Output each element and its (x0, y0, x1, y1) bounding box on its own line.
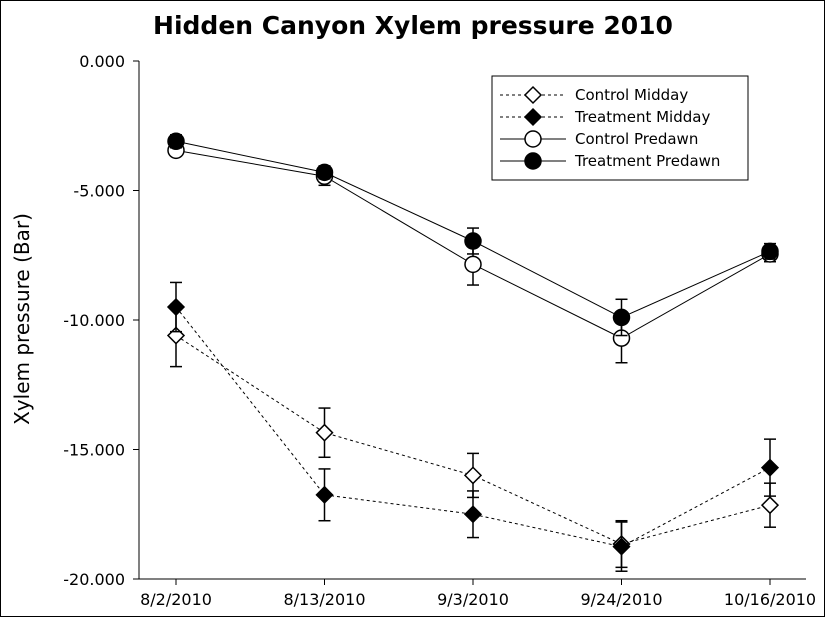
legend-marker (524, 130, 542, 148)
series-treatment-predawn (167, 132, 779, 337)
y-tick-label: -15.000 (63, 441, 125, 460)
x-tick-label: 9/24/2010 (580, 590, 662, 609)
data-point (612, 537, 631, 556)
chart-title: Hidden Canyon Xylem pressure 2010 (153, 11, 673, 40)
legend-label: Control Midday (575, 86, 688, 104)
data-point (761, 242, 779, 261)
data-point (760, 458, 780, 477)
plot-area (166, 132, 780, 572)
axes: 0.000 -5.000 -10.000 -15.000 -20.000 8/2/2010… (63, 52, 816, 609)
data-point (464, 255, 482, 274)
data-point (464, 232, 482, 250)
x-tick-label: 8/2/2010 (140, 590, 212, 609)
y-axis-label: Xylem pressure (Bar) (10, 213, 34, 425)
legend-marker (523, 107, 543, 127)
legend-marker (523, 85, 543, 105)
data-point (166, 297, 186, 317)
data-point (760, 496, 780, 515)
x-tick-label: 8/13/2010 (283, 590, 365, 609)
legend-label: Treatment Predawn (574, 152, 720, 170)
data-point (463, 466, 483, 485)
legend: Control Midday Treatment Midday Control Pr… (491, 75, 749, 181)
legend-label: Treatment Midday (574, 108, 710, 126)
series-treatment-midday (166, 281, 780, 572)
data-point (315, 423, 334, 442)
x-tick-label: 10/16/2010 (724, 590, 816, 609)
data-point (315, 485, 334, 504)
data-point (167, 132, 185, 151)
data-point (315, 163, 334, 182)
data-point (463, 505, 483, 524)
legend-label: Control Predawn (575, 130, 698, 148)
y-tick-label: -10.000 (63, 311, 125, 330)
legend-marker (524, 152, 542, 170)
x-tick-label: 9/3/2010 (437, 590, 509, 609)
y-tick-label: -20.000 (63, 570, 125, 589)
y-tick-label: 0.000 (79, 52, 125, 71)
y-tick-label: -5.000 (73, 182, 125, 201)
data-point (612, 308, 631, 327)
